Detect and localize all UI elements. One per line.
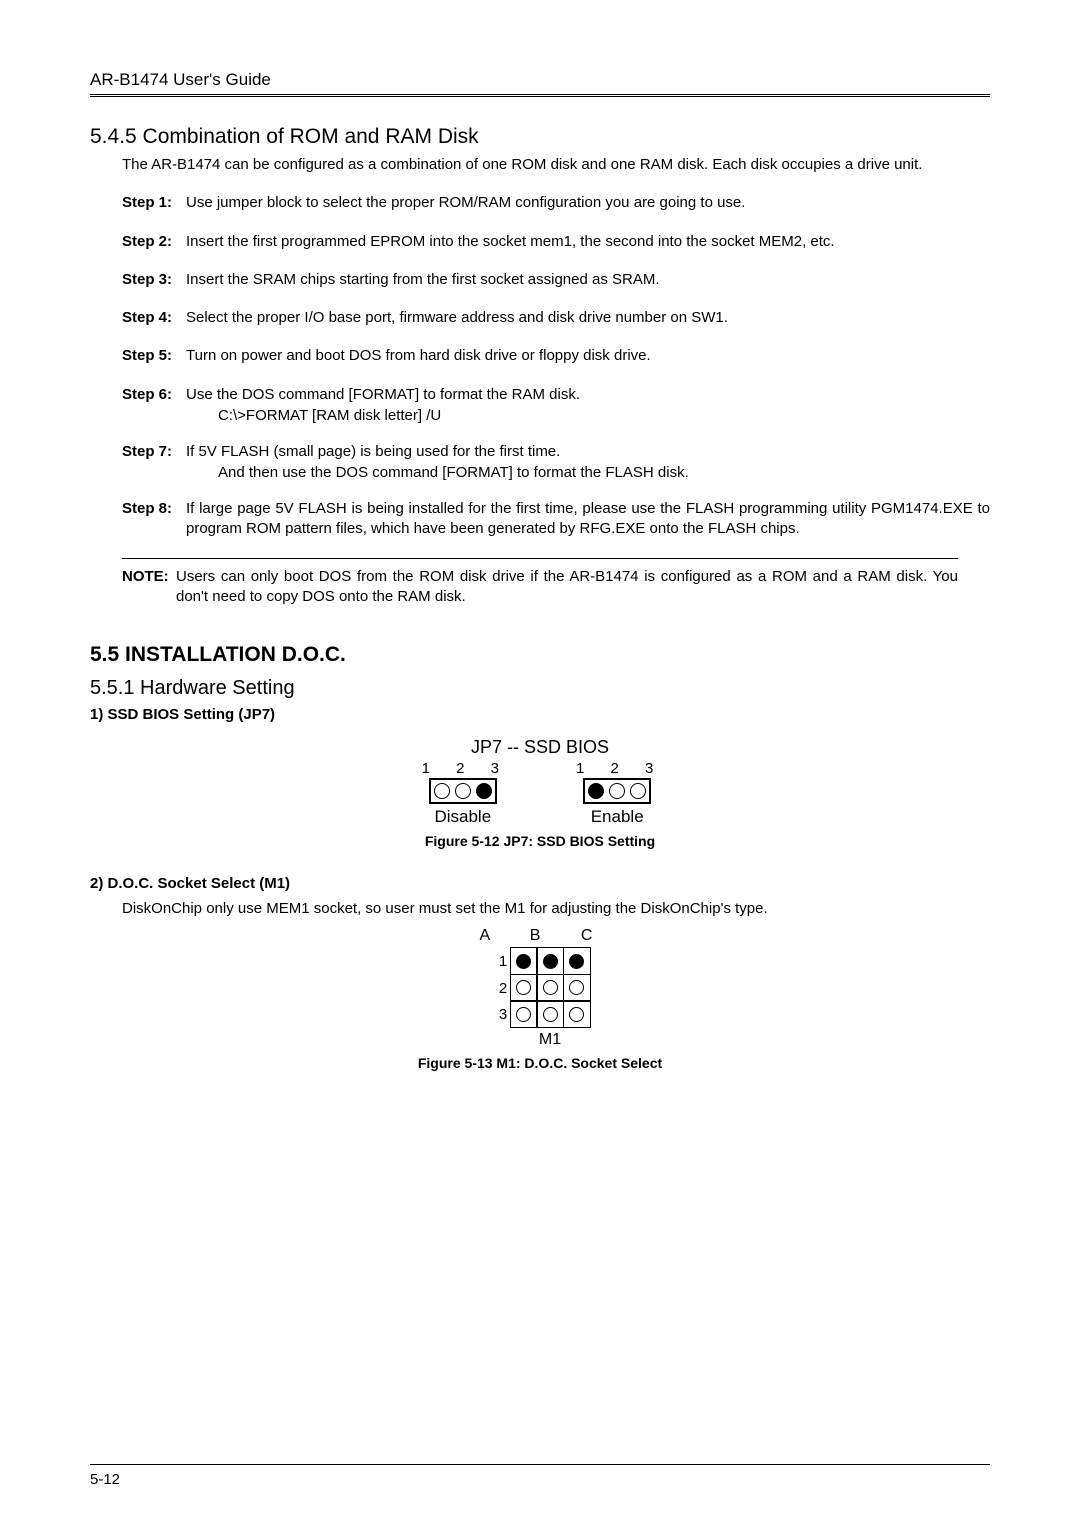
setting-1-title: 1) SSD BIOS Setting (JP7) [90, 706, 990, 723]
step-text: Use jumper block to select the proper RO… [186, 193, 990, 213]
jp7-title: JP7 -- SSD BIOS [90, 737, 990, 758]
m1-cell [563, 974, 591, 1002]
m1-pin [543, 1007, 558, 1022]
m1-cell [510, 947, 538, 975]
section-545-intro: The AR-B1474 can be configured as a comb… [122, 155, 990, 175]
m1-pin [516, 954, 531, 969]
figure-5-13-caption: Figure 5-13 M1: D.O.C. Socket Select [90, 1055, 990, 1071]
m1-row-label: 1 [489, 953, 507, 970]
m1-row-label: 2 [489, 980, 507, 997]
m1-pin [516, 1007, 531, 1022]
m1-cell [510, 974, 538, 1002]
jumper-pin [609, 783, 625, 799]
step-text: Select the proper I/O base port, firmwar… [186, 308, 990, 328]
m1-cell [536, 1000, 564, 1028]
page-footer: 5-12 [90, 1464, 990, 1488]
step-4: Step 4: Select the proper I/O base port,… [122, 308, 990, 328]
step-label: Step 4: [122, 308, 186, 328]
m1-diagram: A B C 1 2 3 M1 Figure 5-13 M1: D.O.C. Sock… [90, 927, 990, 1071]
step-1: Step 1: Use jumper block to select the p… [122, 193, 990, 213]
jumper-pin [588, 783, 604, 799]
setting-2-desc: DiskOnChip only use MEM1 socket, so user… [122, 900, 990, 917]
step-3: Step 3: Insert the SRAM chips starting f… [122, 270, 990, 290]
step-6-extra: C:\>FORMAT [RAM disk letter] /U [218, 407, 990, 424]
m1-cell [510, 1000, 538, 1028]
step-8: Step 8: If large page 5V FLASH is being … [122, 499, 990, 540]
step-label: Step 2: [122, 232, 186, 252]
m1-cell [536, 974, 564, 1002]
m1-pin [543, 954, 558, 969]
setting-2-title: 2) D.O.C. Socket Select (M1) [90, 875, 990, 892]
step-text: If 5V FLASH (small page) is being used f… [186, 442, 990, 462]
enable-label: Enable [591, 807, 644, 827]
jumper-pin [455, 783, 471, 799]
m1-pin [516, 980, 531, 995]
page-header: AR-B1474 User's Guide [90, 70, 990, 97]
step-label: Step 1: [122, 193, 186, 213]
step-2: Step 2: Insert the first programmed EPRO… [122, 232, 990, 252]
step-text: Insert the SRAM chips starting from the … [186, 270, 990, 290]
figure-5-12-caption: Figure 5-12 JP7: SSD BIOS Setting [90, 833, 990, 849]
disable-label: Disable [434, 807, 491, 827]
jumper-pin [434, 783, 450, 799]
m1-label: M1 [90, 1031, 990, 1049]
m1-cell [563, 947, 591, 975]
pin-numbers: 1 2 3 [570, 760, 664, 777]
note-text: Users can only boot DOS from the ROM dis… [176, 567, 958, 608]
step-label: Step 3: [122, 270, 186, 290]
step-5: Step 5: Turn on power and boot DOS from … [122, 346, 990, 366]
step-text: If large page 5V FLASH is being installe… [186, 499, 990, 540]
steps-list: Step 1: Use jumper block to select the p… [122, 193, 990, 539]
m1-cell [563, 1000, 591, 1028]
jp7-enable: 1 2 3 Enable [570, 760, 664, 827]
m1-cell [536, 947, 564, 975]
step-text: Turn on power and boot DOS from hard dis… [186, 346, 990, 366]
m1-pin [543, 980, 558, 995]
note-separator [122, 558, 958, 559]
note-row: NOTE: Users can only boot DOS from the R… [122, 567, 958, 608]
m1-pin [569, 980, 584, 995]
section-551-title: 5.5.1 Hardware Setting [90, 677, 990, 700]
step-text: Use the DOS command [FORMAT] to format t… [186, 385, 990, 405]
step-label: Step 7: [122, 442, 186, 462]
m1-row-label: 3 [489, 1006, 507, 1023]
section-545-title: 5.4.5 Combination of ROM and RAM Disk [90, 125, 990, 149]
section-55-title: 5.5 INSTALLATION D.O.C. [90, 643, 990, 667]
jumper-pin [476, 783, 492, 799]
jp7-disable: 1 2 3 Disable [416, 760, 510, 827]
step-label: Step 8: [122, 499, 186, 540]
pin-numbers: 1 2 3 [416, 760, 510, 777]
step-7-extra: And then use the DOS command [FORMAT] to… [218, 464, 990, 481]
note-label: NOTE: [122, 567, 176, 608]
m1-col-labels: A B C [90, 927, 990, 945]
m1-pin [569, 954, 584, 969]
m1-pin [569, 1007, 584, 1022]
step-7: Step 7: If 5V FLASH (small page) is bein… [122, 442, 990, 462]
jp7-diagram: JP7 -- SSD BIOS 1 2 3 Disable 1 2 3 Enab… [90, 737, 990, 849]
step-6: Step 6: Use the DOS command [FORMAT] to … [122, 385, 990, 405]
step-label: Step 6: [122, 385, 186, 405]
jumper-pin [630, 783, 646, 799]
step-text: Insert the first programmed EPROM into t… [186, 232, 990, 252]
step-label: Step 5: [122, 346, 186, 366]
